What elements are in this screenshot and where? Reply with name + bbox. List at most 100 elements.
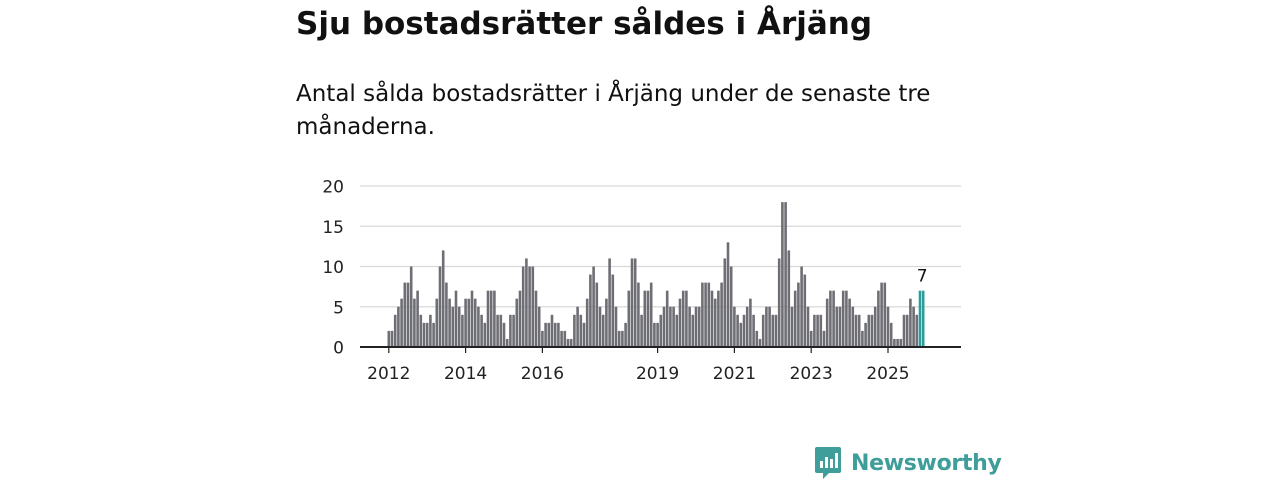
bar — [672, 306, 675, 347]
newsworthy-brand[interactable]: Newsworthy — [814, 446, 1002, 480]
bar — [838, 306, 842, 347]
bar — [915, 314, 919, 347]
bar — [403, 282, 407, 347]
bar — [921, 290, 925, 347]
bar — [713, 298, 717, 347]
bar — [557, 322, 560, 347]
bar — [390, 330, 394, 347]
bar — [630, 258, 634, 347]
bar — [451, 306, 455, 347]
bar — [531, 266, 535, 347]
bar — [435, 298, 439, 347]
bar — [585, 298, 589, 347]
y-tick-label: 0 — [333, 339, 344, 359]
bar — [729, 266, 733, 347]
bar — [406, 282, 410, 347]
bar — [416, 290, 419, 347]
bar — [841, 290, 845, 347]
bar — [544, 322, 547, 347]
bar — [768, 306, 771, 347]
bar — [525, 258, 528, 347]
bar — [893, 338, 896, 347]
bar — [918, 290, 922, 347]
bar — [409, 266, 413, 347]
bar — [755, 330, 759, 347]
bar — [393, 314, 397, 347]
bar — [496, 314, 499, 347]
bar — [649, 282, 653, 347]
bar — [422, 322, 426, 347]
bar — [752, 314, 755, 347]
gridlines — [360, 185, 961, 308]
bar — [688, 306, 691, 347]
bar — [480, 314, 483, 347]
bar — [787, 250, 791, 347]
bar — [845, 290, 848, 347]
bar — [579, 314, 583, 347]
bar — [499, 314, 503, 347]
bar — [560, 330, 563, 347]
bar — [669, 306, 672, 347]
bar — [745, 306, 749, 347]
bar — [512, 314, 515, 347]
bar — [566, 338, 570, 347]
bar — [656, 322, 659, 347]
bar — [502, 322, 506, 347]
bar — [595, 282, 599, 347]
chart-title: Sju bostadsrätter såldes i Årjäng — [296, 6, 873, 42]
bar — [851, 306, 855, 347]
bar — [678, 298, 682, 347]
bar — [643, 290, 647, 347]
bar — [854, 314, 858, 347]
bar — [400, 298, 403, 347]
bar — [547, 322, 551, 347]
bar — [637, 282, 640, 347]
bar — [489, 290, 493, 347]
brand-name: Newsworthy — [851, 450, 1002, 476]
bar — [899, 338, 903, 347]
bar — [576, 306, 579, 347]
bar — [857, 314, 861, 347]
bar — [627, 290, 631, 347]
bar — [800, 266, 803, 347]
bar — [646, 290, 650, 347]
bar — [825, 298, 829, 347]
x-tick-label: 2023 — [790, 364, 833, 384]
bars — [387, 202, 925, 347]
bar — [848, 298, 851, 347]
bar — [829, 290, 832, 347]
bar — [464, 298, 467, 347]
bar — [912, 306, 915, 347]
bar — [429, 314, 432, 347]
bar — [675, 314, 679, 347]
bar — [534, 290, 538, 347]
bar — [816, 314, 819, 347]
x-tick-label: 2014 — [444, 364, 487, 384]
x-tick-label: 2016 — [521, 364, 564, 384]
bar — [889, 322, 893, 347]
bar — [870, 314, 874, 347]
bar — [781, 202, 784, 347]
bar — [605, 298, 608, 347]
bar — [701, 282, 704, 347]
chart-subtitle: Antal sålda bostadsrätter i Årjäng under… — [296, 81, 931, 140]
bar — [505, 338, 509, 347]
bar — [835, 306, 839, 347]
bar — [777, 258, 781, 347]
bar — [761, 314, 765, 347]
bar — [624, 322, 627, 347]
bar — [573, 314, 576, 347]
bar — [886, 306, 890, 347]
bar — [720, 282, 723, 347]
bar — [774, 314, 778, 347]
bar — [707, 282, 711, 347]
bar — [733, 306, 736, 347]
data-labels: 7 — [917, 267, 928, 287]
bar — [765, 306, 768, 347]
bar — [617, 330, 621, 347]
bar — [867, 314, 871, 347]
bar — [797, 282, 800, 347]
bar — [861, 330, 864, 347]
bar — [803, 274, 807, 347]
bar — [905, 314, 909, 347]
